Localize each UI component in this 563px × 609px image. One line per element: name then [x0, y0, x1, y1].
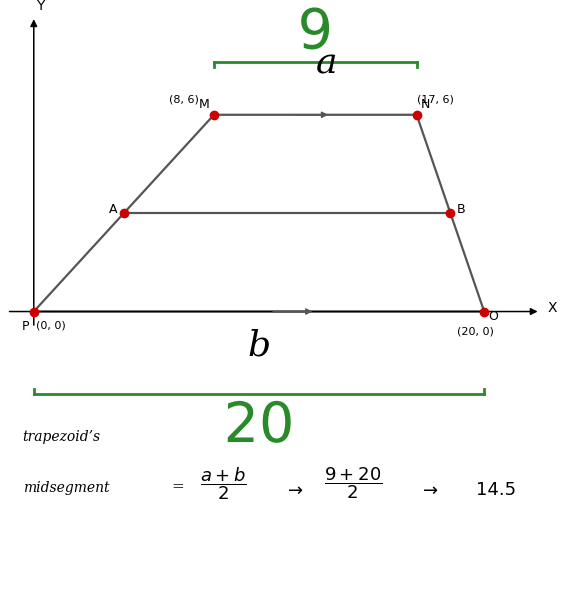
Text: Y: Y	[37, 0, 44, 13]
Text: X: X	[547, 301, 557, 315]
Text: (8, 6): (8, 6)	[169, 95, 199, 105]
Text: $\rightarrow$: $\rightarrow$	[284, 481, 304, 499]
Text: (20, 0): (20, 0)	[457, 326, 494, 336]
Text: 14.5: 14.5	[476, 481, 516, 499]
Text: P: P	[22, 320, 29, 333]
Text: b: b	[247, 329, 271, 363]
Text: O: O	[489, 310, 499, 323]
Text: a: a	[316, 46, 337, 80]
Text: (17, 6): (17, 6)	[417, 95, 453, 105]
Text: $\dfrac{9+20}{2}$: $\dfrac{9+20}{2}$	[324, 465, 382, 501]
Text: $\dfrac{a+b}{2}$: $\dfrac{a+b}{2}$	[200, 465, 247, 502]
Text: $\rightarrow$: $\rightarrow$	[419, 481, 439, 499]
Text: 9: 9	[298, 7, 333, 61]
Text: M: M	[199, 99, 209, 111]
Text: (0, 0): (0, 0)	[36, 321, 66, 331]
Text: B: B	[457, 203, 466, 216]
Text: 20: 20	[224, 400, 294, 454]
Text: A: A	[109, 203, 117, 216]
Text: =: =	[172, 481, 185, 495]
Text: midsegment: midsegment	[23, 481, 109, 495]
Text: trapezoid’s: trapezoid’s	[23, 430, 101, 443]
Text: N: N	[421, 99, 431, 111]
